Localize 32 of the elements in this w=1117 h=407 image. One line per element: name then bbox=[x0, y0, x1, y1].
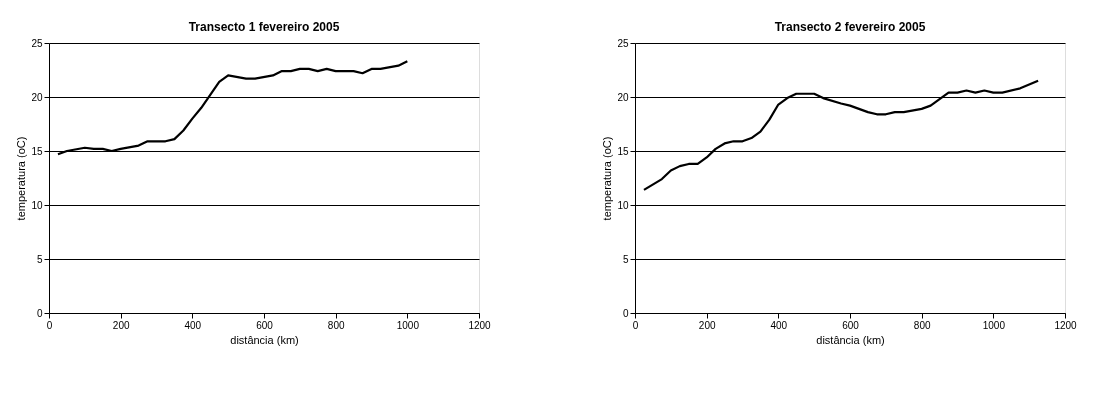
x-tick-label: 0 bbox=[46, 319, 53, 331]
x-tick-label: 200 bbox=[698, 319, 716, 331]
y-axis-title: temperatura (oC) bbox=[15, 136, 28, 221]
y-tick-label: 25 bbox=[31, 37, 43, 49]
y-tick-label: 25 bbox=[617, 37, 629, 49]
x-axis-title: distância (km) bbox=[230, 333, 299, 346]
chart-title: Transecto 1 fevereiro 2005 bbox=[188, 20, 340, 34]
y-tick-label: 20 bbox=[617, 91, 629, 103]
x-tick-label: 1200 bbox=[468, 319, 492, 331]
y-tick-label: 15 bbox=[31, 145, 43, 157]
y-tick-label: 20 bbox=[31, 91, 43, 103]
x-tick-label: 600 bbox=[842, 319, 860, 331]
y-tick-label: 0 bbox=[622, 307, 629, 319]
x-tick-label: 1000 bbox=[982, 319, 1006, 331]
y-tick-label: 10 bbox=[31, 199, 43, 211]
x-tick-label: 400 bbox=[770, 319, 788, 331]
y-tick-label: 10 bbox=[617, 199, 629, 211]
y-tick-label: 5 bbox=[36, 253, 43, 265]
x-tick-label: 800 bbox=[327, 319, 345, 331]
x-tick-label: 0 bbox=[632, 319, 639, 331]
x-tick-label: 800 bbox=[913, 319, 931, 331]
x-tick-label: 400 bbox=[184, 319, 202, 331]
x-axis-title: distância (km) bbox=[816, 333, 885, 346]
y-tick-label: 5 bbox=[622, 253, 629, 265]
y-tick-label: 15 bbox=[617, 145, 629, 157]
chart-title: Transecto 2 fevereiro 2005 bbox=[774, 20, 926, 34]
x-tick-label: 200 bbox=[112, 319, 130, 331]
x-tick-label: 600 bbox=[256, 319, 274, 331]
x-tick-label: 1200 bbox=[1054, 319, 1078, 331]
y-axis-title: temperatura (oC) bbox=[601, 136, 614, 221]
x-tick-label: 1000 bbox=[396, 319, 420, 331]
y-tick-label: 0 bbox=[36, 307, 43, 319]
